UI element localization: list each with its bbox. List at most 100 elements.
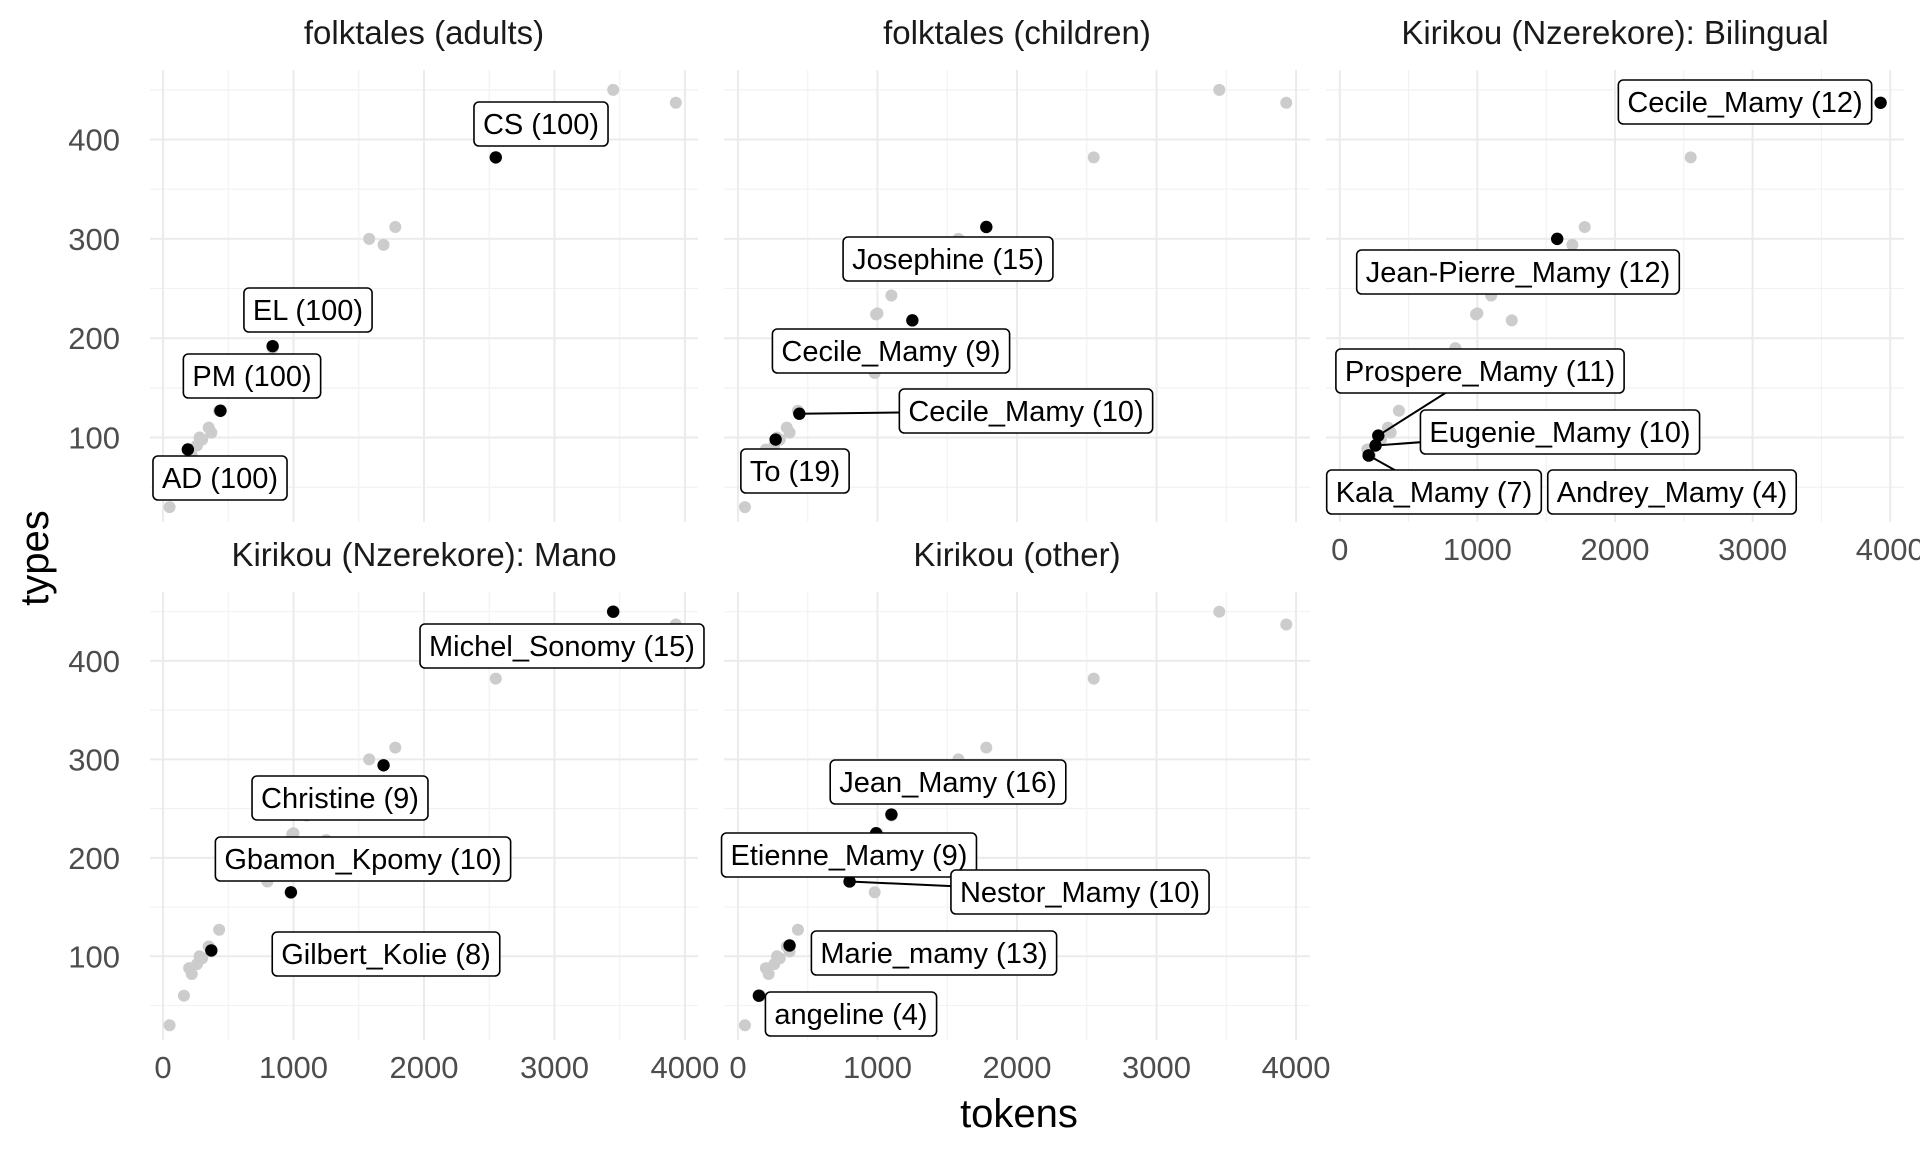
x-tick-label: 1000 [259, 1050, 328, 1085]
point-label: Cecile_Mamy (9) [781, 336, 1000, 368]
highlight-point [769, 433, 782, 446]
x-tick-label: 3000 [1718, 532, 1787, 567]
x-tick-label: 3000 [520, 1050, 589, 1085]
x-tick-label: 0 [1331, 532, 1348, 567]
point-label-box [1355, 249, 1681, 295]
label-layer: CS (100) EL (100) PM (100) AD (100) Josephin… [152, 79, 1873, 1037]
highlight-point [489, 151, 502, 164]
point-label: Eugenie_Mamy (10) [1429, 417, 1690, 449]
background-point [1578, 220, 1591, 233]
point-label: Jean_Mamy (16) [839, 767, 1057, 799]
background-point [762, 968, 775, 981]
point-label-box [898, 388, 1154, 434]
background-point [163, 501, 176, 514]
highlight-point [1362, 449, 1375, 462]
x-tick-label: 3000 [1122, 1050, 1191, 1085]
point-label-box [473, 101, 609, 147]
point-label: Nestor_Mamy (10) [960, 877, 1200, 909]
facet-title: folktales (children) [883, 14, 1151, 51]
background-point [773, 952, 786, 965]
highlight-points-layer [181, 96, 1887, 1002]
background-point [885, 289, 898, 302]
point-label-box [771, 328, 1011, 374]
background-point [363, 232, 376, 245]
x-tick-label: 2000 [390, 1050, 459, 1085]
point-label: Christine (9) [261, 783, 419, 815]
highlight-point [1372, 429, 1385, 442]
point-label: Michel_Sonomy (15) [429, 631, 695, 663]
background-point [1566, 238, 1579, 251]
highlight-point [1369, 439, 1382, 452]
point-label-box [271, 931, 501, 977]
point-label: Andrey_Mamy (4) [1557, 477, 1787, 509]
background-point [1087, 151, 1100, 164]
background-point [205, 426, 218, 439]
y-tick-label: 100 [68, 421, 120, 456]
point-label-box [842, 236, 1054, 282]
point-label-box [1419, 409, 1701, 455]
point-label: Etienne_Mamy (9) [731, 840, 968, 872]
background-point [196, 433, 209, 446]
highlight-point [181, 443, 195, 456]
point-label-box [152, 455, 288, 501]
point-label-box [1617, 79, 1873, 125]
y-axis-title: types [13, 510, 57, 606]
point-label: Cecile_Mamy (10) [908, 396, 1143, 428]
background-point [1684, 151, 1697, 164]
background-point [489, 672, 502, 685]
x-tick-label: 4000 [650, 1050, 719, 1085]
point-label-box [829, 759, 1067, 805]
background-point [980, 741, 993, 754]
highlight-point [783, 939, 796, 952]
point-label: CS (100) [483, 109, 599, 141]
point-label: AD (100) [162, 463, 278, 495]
highlight-point [793, 407, 806, 420]
y-tick-label: 300 [68, 742, 120, 777]
x-tick-label: 1000 [1443, 532, 1512, 567]
background-point [1280, 96, 1293, 109]
background-point [163, 1019, 176, 1032]
point-label: Cecile_Mamy (12) [1627, 87, 1862, 119]
point-label-box [182, 353, 322, 399]
background-point [377, 238, 390, 251]
y-tick-label: 200 [68, 321, 120, 356]
background-point [185, 968, 198, 981]
point-label-box [764, 991, 938, 1037]
highlight-point [752, 989, 766, 1002]
background-point [791, 923, 804, 936]
highlight-point [377, 759, 390, 772]
axis-text-layer: folktales (adults) 100 200 300 400 folktales … [68, 14, 1920, 1085]
point-label-box [243, 287, 373, 333]
background-point [363, 753, 376, 766]
x-tick-label: 1000 [843, 1050, 912, 1085]
facet-title: folktales (adults) [304, 14, 544, 51]
background-point [1392, 404, 1405, 417]
background-point [196, 952, 209, 965]
point-label: angeline (4) [774, 999, 927, 1031]
point-label: Kala_Mamy (7) [1336, 477, 1533, 509]
point-label: Josephine (15) [852, 244, 1044, 276]
background-point [1213, 605, 1226, 618]
background-point [389, 220, 402, 233]
x-tick-label: 4000 [1856, 532, 1920, 567]
point-label-box [214, 836, 512, 882]
background-point [868, 886, 881, 899]
point-label-box [740, 448, 850, 494]
background-point [738, 501, 751, 514]
highlight-point [1551, 232, 1564, 246]
point-label: PM (100) [192, 361, 311, 393]
highlight-point [843, 875, 856, 888]
highlight-point [214, 404, 227, 417]
y-tick-label: 400 [68, 123, 120, 158]
y-tick-label: 100 [68, 939, 120, 974]
background-point [738, 1019, 751, 1032]
y-tick-label: 200 [68, 841, 120, 876]
background-point [783, 426, 796, 439]
x-tick-label: 2000 [983, 1050, 1052, 1085]
highlight-point [266, 339, 279, 353]
facet-title: Kirikou (Nzerekore): Mano [231, 536, 616, 573]
background-point [1087, 672, 1100, 685]
x-tick-label: 0 [154, 1050, 171, 1085]
x-axis-title: tokens [960, 1092, 1078, 1136]
